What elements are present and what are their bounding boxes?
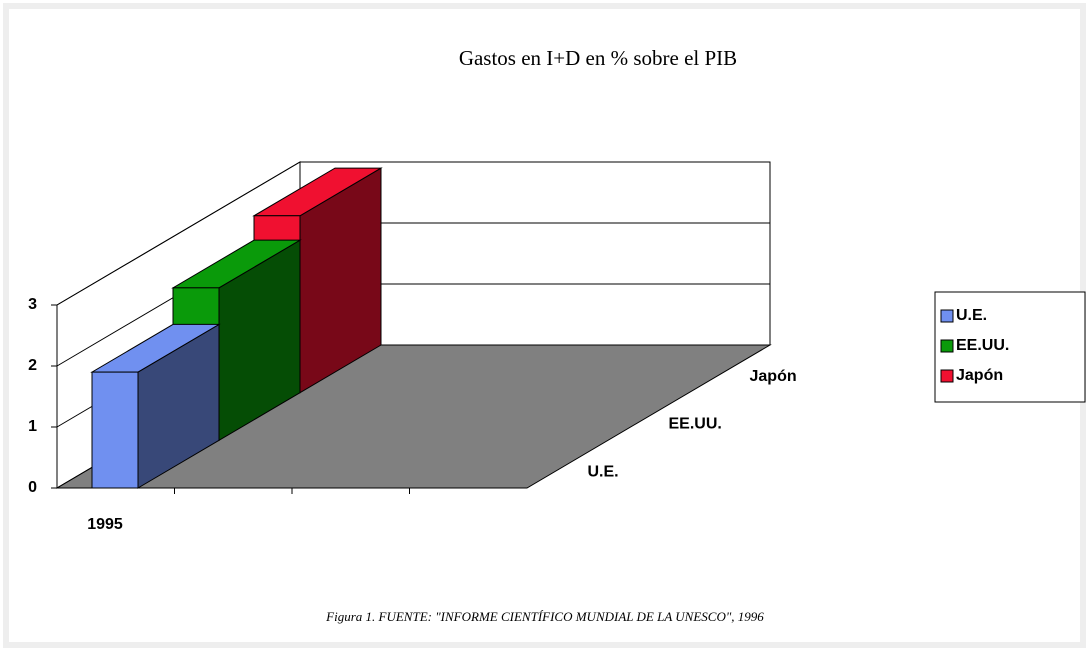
- legend-swatch: [940, 369, 954, 383]
- depth-label: Japón: [750, 368, 797, 385]
- y-tick-label: 0: [28, 479, 37, 496]
- legend-label: Japón: [956, 367, 1003, 384]
- legend-label: EE.UU.: [956, 337, 1009, 354]
- caption: Figura 1. FUENTE: "INFORME CIENTÍFICO MU…: [325, 609, 764, 624]
- y-tick-label: 3: [28, 296, 37, 313]
- legend-box: [934, 291, 1086, 403]
- chart-title: Gastos en I+D en % sobre el PIB: [459, 46, 737, 70]
- grid-line: [56, 161, 770, 306]
- bar: [91, 371, 139, 489]
- legend-label: U.E.: [956, 307, 987, 324]
- legend-swatch: [940, 309, 954, 323]
- legend-swatch: [940, 339, 954, 353]
- y-tick-label: 1: [28, 418, 37, 435]
- depth-label: U.E.: [588, 463, 619, 480]
- depth-label: EE.UU.: [669, 416, 722, 433]
- y-tick-label: 2: [28, 357, 37, 374]
- x-tick-label: 1995: [87, 516, 123, 533]
